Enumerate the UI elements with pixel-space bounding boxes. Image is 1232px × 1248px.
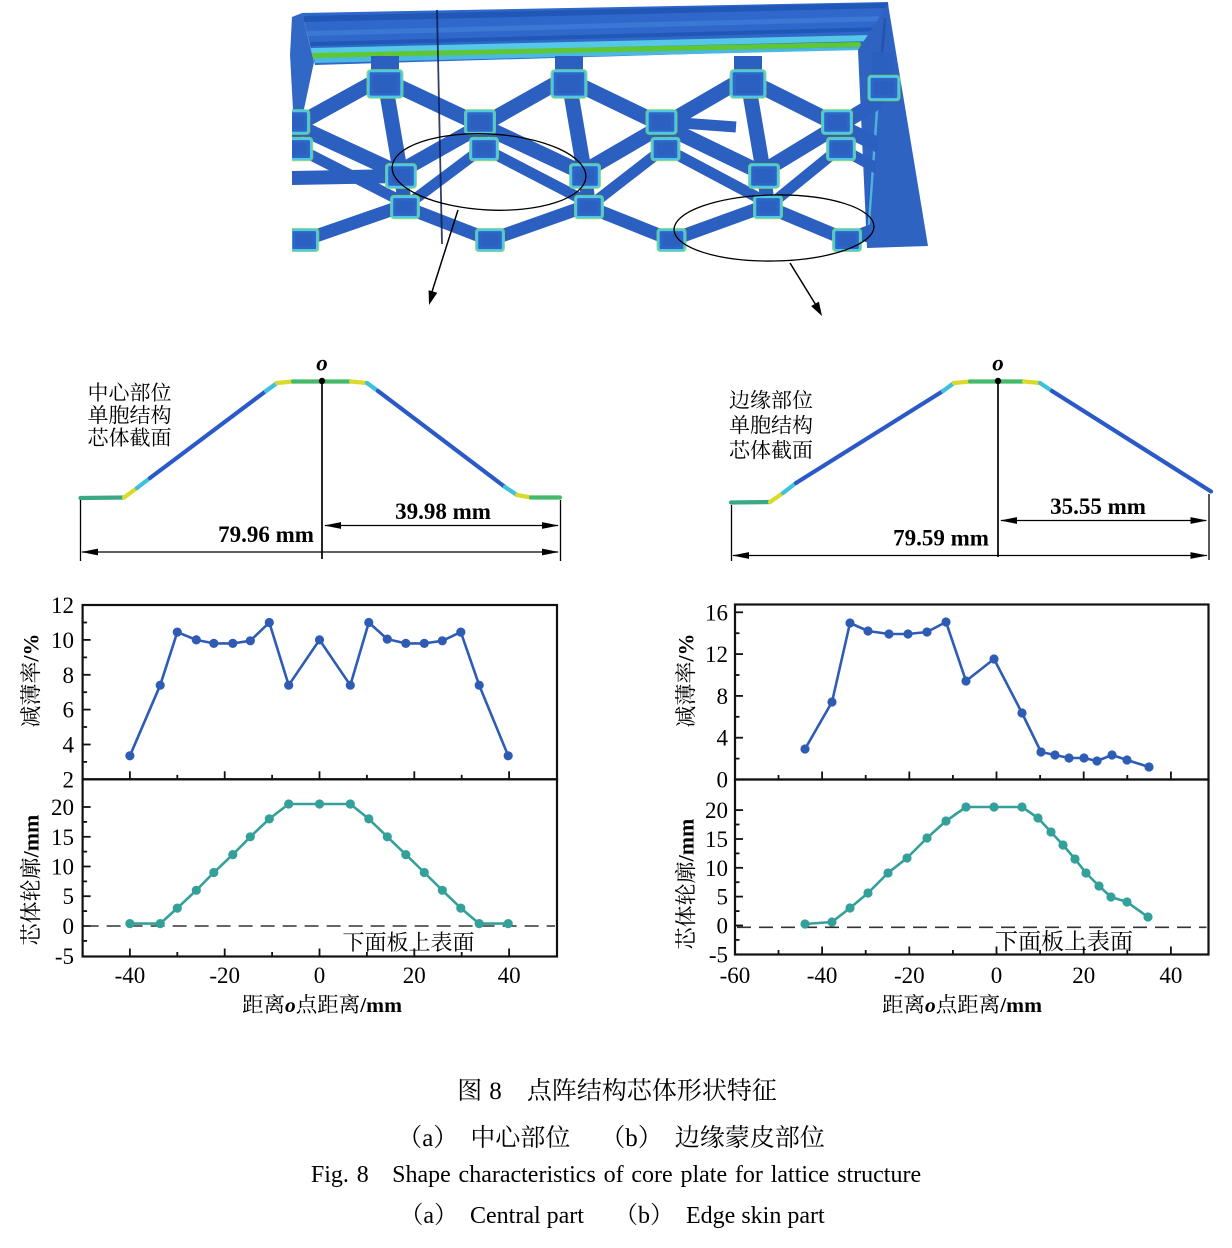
svg-text:39.98 mm: 39.98 mm — [395, 499, 491, 524]
svg-text:40: 40 — [498, 963, 521, 988]
svg-text:-20: -20 — [894, 963, 925, 988]
svg-text:8: 8 — [489, 1078, 502, 1105]
svg-text:15: 15 — [51, 825, 74, 850]
svg-text:8: 8 — [717, 684, 729, 709]
svg-text:a: a — [423, 1203, 434, 1229]
svg-text:Fig. 8 Shape characteristics: Fig. 8 Shape characteristics of core pla… — [311, 1162, 921, 1188]
svg-text:/mm: /mm — [359, 993, 402, 1017]
svg-text:20: 20 — [1072, 963, 1095, 988]
svg-text:Central part: Central part — [470, 1203, 584, 1229]
svg-text:-20: -20 — [209, 963, 240, 988]
svg-text:2: 2 — [63, 767, 75, 792]
svg-text:a: a — [422, 1125, 433, 1152]
svg-text:4: 4 — [63, 733, 75, 758]
svg-text:b: b — [625, 1125, 638, 1152]
svg-text:6: 6 — [63, 698, 75, 723]
svg-text:o: o — [992, 351, 1004, 376]
svg-text:b: b — [638, 1203, 650, 1229]
svg-text:Edge skin part: Edge skin part — [686, 1203, 825, 1229]
svg-text:o: o — [285, 993, 296, 1017]
svg-text:12: 12 — [705, 642, 728, 667]
svg-text:-5: -5 — [709, 942, 728, 967]
svg-text:10: 10 — [51, 855, 74, 880]
svg-text:35.55 mm: 35.55 mm — [1050, 494, 1146, 519]
svg-text:/mm: /mm — [674, 819, 699, 863]
svg-text:10: 10 — [705, 856, 728, 881]
svg-text:/%: /% — [674, 633, 699, 662]
svg-text:/mm: /mm — [19, 815, 44, 859]
svg-text:15: 15 — [705, 827, 728, 852]
svg-text:-40: -40 — [807, 963, 838, 988]
svg-text:5: 5 — [63, 884, 75, 909]
svg-text:-60: -60 — [720, 963, 751, 988]
svg-text:10: 10 — [51, 628, 74, 653]
svg-text:0: 0 — [717, 768, 729, 793]
svg-text:o: o — [316, 351, 328, 376]
svg-text:40: 40 — [1159, 963, 1182, 988]
svg-text:/%: /% — [19, 633, 44, 662]
svg-text:5: 5 — [717, 885, 729, 910]
svg-text:0: 0 — [717, 914, 729, 939]
svg-text:79.96 mm: 79.96 mm — [218, 522, 314, 547]
svg-text:8: 8 — [63, 663, 75, 688]
svg-text:4: 4 — [717, 726, 729, 751]
svg-text:20: 20 — [403, 963, 426, 988]
svg-text:/mm: /mm — [999, 993, 1042, 1017]
svg-text:0: 0 — [63, 914, 75, 939]
svg-text:12: 12 — [51, 593, 74, 618]
svg-text:o: o — [925, 993, 936, 1017]
svg-text:-40: -40 — [115, 963, 146, 988]
svg-text:79.59 mm: 79.59 mm — [893, 526, 989, 551]
svg-text:0: 0 — [314, 963, 326, 988]
svg-text:-5: -5 — [55, 944, 74, 969]
svg-text:16: 16 — [705, 600, 728, 625]
svg-text:20: 20 — [51, 795, 74, 820]
svg-text:20: 20 — [705, 798, 728, 823]
svg-text:0: 0 — [991, 963, 1003, 988]
